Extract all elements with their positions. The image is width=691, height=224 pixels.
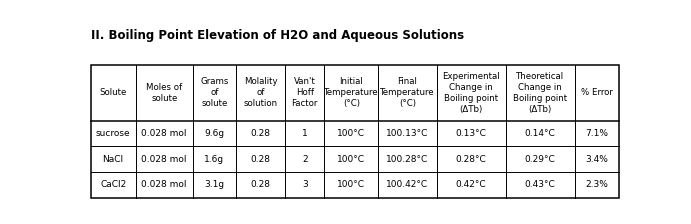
Text: % Error: % Error [581,88,613,97]
Text: 1: 1 [302,129,307,138]
Text: 0.43°C: 0.43°C [525,180,556,189]
Text: 0.42°C: 0.42°C [456,180,486,189]
Text: 100.13°C: 100.13°C [386,129,428,138]
Text: 9.6g: 9.6g [205,129,225,138]
Text: Grams
of
solute: Grams of solute [200,77,229,108]
Text: 0.13°C: 0.13°C [456,129,486,138]
Text: Moles of
solute: Moles of solute [146,83,182,103]
Text: 100°C: 100°C [337,180,366,189]
Text: 0.28: 0.28 [251,180,271,189]
Text: 0.28: 0.28 [251,155,271,164]
Text: 3.1g: 3.1g [205,180,225,189]
Text: 3.4%: 3.4% [585,155,609,164]
Text: 100.42°C: 100.42°C [386,180,428,189]
Text: Molality
of
solution: Molality of solution [244,77,278,108]
Text: 7.1%: 7.1% [585,129,609,138]
Text: 0.14°C: 0.14°C [525,129,556,138]
Text: Theoretical
Change in
Boiling point
(ΔTb): Theoretical Change in Boiling point (ΔTb… [513,71,567,114]
Text: sucrose: sucrose [96,129,131,138]
Text: 1.6g: 1.6g [205,155,225,164]
Text: 0.29°C: 0.29°C [525,155,556,164]
Text: 100.28°C: 100.28°C [386,155,428,164]
Text: CaCl2: CaCl2 [100,180,126,189]
Text: NaCl: NaCl [103,155,124,164]
Text: 2: 2 [302,155,307,164]
Text: Final
Temperature
(°C): Final Temperature (°C) [380,77,435,108]
Text: 0.028 mol: 0.028 mol [142,155,187,164]
Text: II. Boiling Point Elevation of H2O and Aqueous Solutions: II. Boiling Point Elevation of H2O and A… [91,30,464,43]
Text: Experimental
Change in
Boiling point
(ΔTb): Experimental Change in Boiling point (ΔT… [442,71,500,114]
Text: 2.3%: 2.3% [585,180,609,189]
Text: Initial
Temperature
(°C): Initial Temperature (°C) [324,77,379,108]
Text: 0.028 mol: 0.028 mol [142,129,187,138]
Text: 0.28: 0.28 [251,129,271,138]
Text: 0.28°C: 0.28°C [456,155,486,164]
Text: 0.028 mol: 0.028 mol [142,180,187,189]
Text: Solute: Solute [100,88,127,97]
Text: 100°C: 100°C [337,129,366,138]
Text: Van't
Hoff
Factor: Van't Hoff Factor [292,77,318,108]
Text: 100°C: 100°C [337,155,366,164]
Text: 3: 3 [302,180,307,189]
